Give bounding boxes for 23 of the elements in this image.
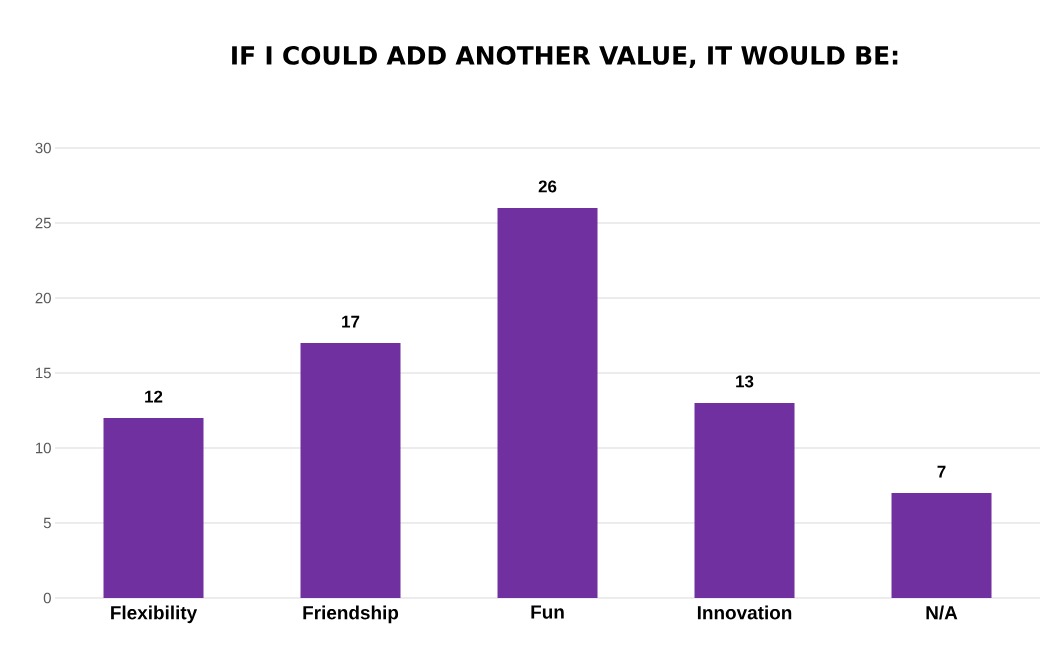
y-tick-label: 0 [43, 592, 51, 604]
x-tick-label: Flexibility [111, 605, 198, 624]
y-tick-label: 30 [35, 142, 51, 154]
y-tick-label: 15 [36, 367, 51, 379]
bar [300, 342, 401, 598]
data-label: 17 [342, 315, 360, 328]
data-label: 26 [538, 180, 557, 193]
bar [103, 417, 204, 598]
y-tick-label: 25 [35, 217, 51, 229]
data-label: 13 [736, 375, 754, 388]
bar [497, 207, 598, 598]
x-tick-label: Fun [531, 605, 564, 619]
bar [891, 492, 992, 598]
y-tick-label: 20 [35, 292, 51, 304]
x-tick-label: Innovation [697, 605, 792, 620]
chart-title: IF I COULD ADD ANOTHER VALUE, IT WOULD BE: [232, 45, 898, 68]
x-tick-label: N/A [926, 605, 958, 620]
data-label: 12 [145, 390, 163, 403]
bar [694, 402, 795, 598]
y-tick-label: 5 [43, 517, 51, 529]
data-label: 7 [937, 465, 946, 478]
y-tick-label: 10 [36, 442, 51, 454]
x-tick-label: Friendship [303, 605, 399, 624]
